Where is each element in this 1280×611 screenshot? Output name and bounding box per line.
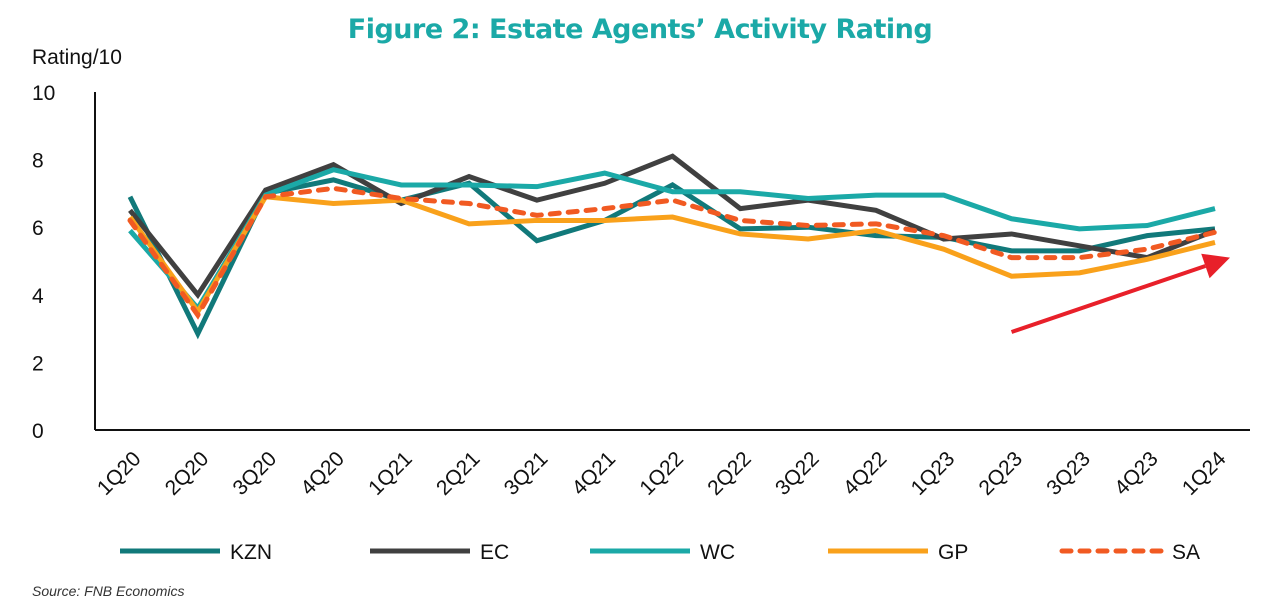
series-line-gp: [127, 194, 1216, 317]
x-tick-label: 2Q21: [432, 447, 485, 500]
x-tick-label: 4Q22: [839, 447, 892, 500]
y-tick-label: 4: [32, 285, 44, 308]
series-line-sa: [127, 185, 1218, 320]
x-tick-label: 1Q20: [93, 447, 146, 500]
x-tick-label: 1Q23: [907, 447, 960, 500]
x-tick-label: 4Q23: [1110, 447, 1163, 500]
legend-label-ec: EC: [480, 541, 509, 564]
y-tick-label: 0: [32, 420, 44, 443]
y-tick-label: 6: [32, 217, 44, 240]
x-tick-label: 3Q20: [229, 447, 282, 500]
series-line-ec: [128, 153, 1216, 300]
chart-title: Figure 2: Estate Agents’ Activity Rating: [347, 14, 933, 45]
series-line-kzn: [127, 177, 1216, 340]
y-tick-label: 2: [32, 352, 44, 375]
x-tick-label: 4Q21: [568, 447, 621, 500]
legend-label-wc: WC: [700, 541, 735, 564]
series-line-wc: [128, 167, 1216, 313]
x-tick-label: 1Q24: [1178, 447, 1231, 500]
x-tick-label: 2Q22: [703, 447, 756, 500]
y-tick-label: 8: [32, 150, 44, 173]
x-tick-label: 1Q21: [364, 447, 417, 500]
x-tick-label: 1Q22: [635, 447, 688, 500]
x-tick-label: 4Q20: [296, 447, 349, 500]
trend-arrow-shaft: [1010, 264, 1207, 334]
x-tick-label: 2Q23: [975, 447, 1028, 500]
trend-arrow-head: [1201, 253, 1230, 279]
x-tick-label: 2Q20: [161, 447, 214, 500]
y-tick-label: 10: [32, 82, 55, 105]
x-tick-label: 3Q22: [771, 447, 824, 500]
x-tick-label: 3Q21: [500, 447, 553, 500]
y-axis-label: Rating/10: [32, 46, 122, 69]
legend-label-gp: GP: [938, 541, 968, 564]
legend-label-sa: SA: [1172, 541, 1200, 564]
x-tick-label: 3Q23: [1042, 447, 1095, 500]
legend-label-kzn: KZN: [230, 541, 272, 564]
source-note: Source: FNB Economics: [32, 583, 185, 599]
